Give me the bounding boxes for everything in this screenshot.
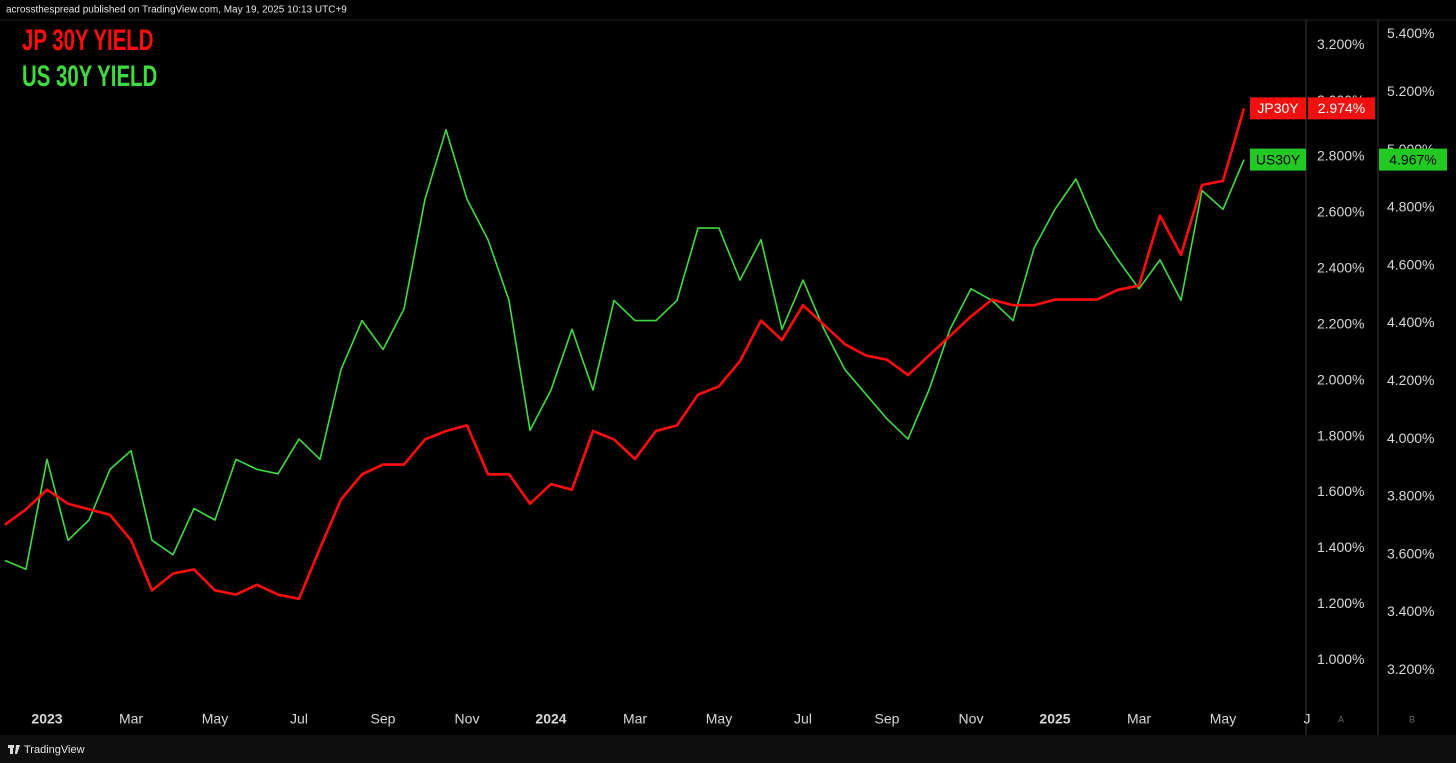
axis-name: A [1338, 714, 1344, 724]
x-tick-label: 2025 [1039, 711, 1070, 727]
y-tick-label: 1.200% [1317, 595, 1364, 611]
x-tick-label: Nov [959, 711, 984, 727]
price-badge-label: 4.967% [1389, 151, 1436, 167]
watermark-logo [8, 745, 20, 754]
x-tick-label: Jul [290, 711, 308, 727]
series-name-badge [1250, 97, 1306, 120]
y-tick-label: 3.800% [1387, 488, 1434, 504]
x-tick-label: Jul [794, 711, 812, 727]
y-tick-label: 1.600% [1317, 483, 1364, 499]
legend-entry: US 30Y YIELD [22, 60, 157, 93]
x-tick-label: 2023 [31, 711, 62, 727]
x-tick-label: May [1210, 711, 1236, 727]
y-tick-label: 1.000% [1317, 651, 1364, 667]
x-tick-label: 2024 [535, 711, 566, 727]
y-tick-label: 1.800% [1317, 427, 1364, 443]
y-tick-label: 2.000% [1317, 371, 1364, 387]
legend-entry: JP 30Y YIELD [22, 24, 153, 57]
x-tick-label: Mar [1127, 711, 1151, 727]
series-name-badge-label: JP30Y [1257, 100, 1299, 116]
y-tick-label: 1.400% [1317, 539, 1364, 555]
y-tick-label: 3.200% [1387, 661, 1434, 677]
y-tick-label: 5.200% [1387, 83, 1434, 99]
y-tick-label: 4.200% [1387, 372, 1434, 388]
price-badge [1308, 97, 1375, 120]
series-line [4, 129, 1245, 570]
footer-bar [0, 735, 1456, 763]
y-tick-label: 3.200% [1317, 36, 1364, 52]
y-tick-label: 2.600% [1317, 204, 1364, 220]
y-tick-label: 3.400% [1387, 603, 1434, 619]
series-name-badge [1250, 148, 1306, 171]
x-tick-label: May [202, 711, 228, 727]
y-tick-label: 3.600% [1387, 545, 1434, 561]
x-tick-label: Mar [119, 711, 143, 727]
y-tick-label: 5.400% [1387, 25, 1434, 41]
axis-name: B [1409, 714, 1415, 724]
series-line [4, 108, 1246, 601]
y-tick-label: 2.800% [1317, 148, 1364, 164]
x-tick-label: Sep [371, 711, 396, 727]
y-tick-label: 2.400% [1317, 260, 1364, 276]
price-badge [1379, 148, 1447, 171]
y-tick-label: 4.600% [1387, 256, 1434, 272]
x-tick-label: May [706, 711, 732, 727]
attribution: acrossthespread published on TradingView… [6, 5, 347, 16]
x-tick-label: Mar [623, 711, 647, 727]
y-tick-label: 4.800% [1387, 199, 1434, 215]
x-tick-label: Nov [455, 711, 480, 727]
x-tick-label: Sep [875, 711, 900, 727]
watermark: TradingView [24, 744, 85, 756]
y-tick-label: 4.400% [1387, 314, 1434, 330]
y-tick-label: 2.200% [1317, 315, 1364, 331]
x-tick-label: J [1304, 711, 1311, 727]
series-name-badge-label: US30Y [1256, 151, 1301, 167]
price-badge-label: 2.974% [1318, 100, 1365, 116]
y-tick-label: 4.000% [1387, 430, 1434, 446]
